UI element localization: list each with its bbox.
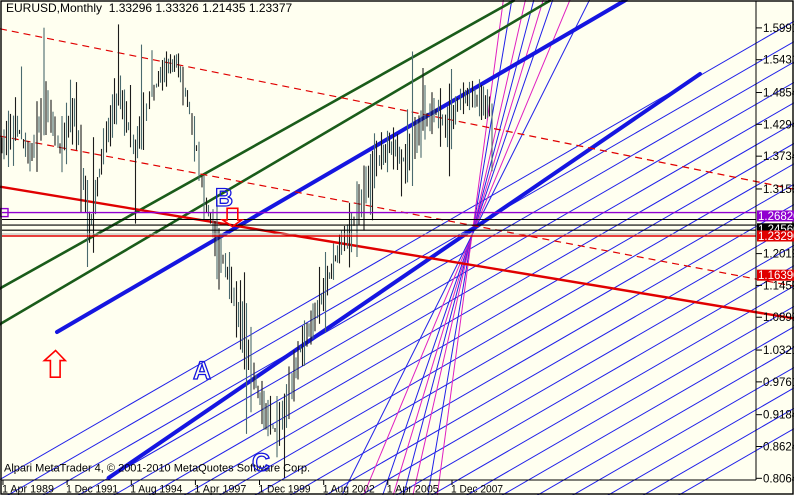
svg-text:1 Dec 1999: 1 Dec 1999 xyxy=(259,484,311,495)
svg-text:1.42940: 1.42940 xyxy=(763,119,794,131)
svg-text:A: A xyxy=(193,357,211,385)
svg-text:1.20190: 1.20190 xyxy=(763,249,794,261)
svg-text:1.26820: 1.26820 xyxy=(758,211,794,223)
svg-text:0.97615: 0.97615 xyxy=(763,377,794,389)
svg-text:1.03215: 1.03215 xyxy=(763,345,794,357)
svg-text:0.91840: 0.91840 xyxy=(763,410,794,422)
svg-text:1 Apr 2005: 1 Apr 2005 xyxy=(387,484,439,495)
svg-text:1 Dec 1991: 1 Dec 1991 xyxy=(66,484,118,495)
svg-text:1 Aug 2002: 1 Aug 2002 xyxy=(323,484,375,495)
svg-text:1.54315: 1.54315 xyxy=(763,55,794,67)
svg-text:1 Aug 1994: 1 Aug 1994 xyxy=(130,484,182,495)
svg-text:0.80640: 0.80640 xyxy=(763,473,794,485)
svg-text:1.23290: 1.23290 xyxy=(758,231,794,243)
svg-text:1 Dec 2007: 1 Dec 2007 xyxy=(451,484,503,495)
svg-text:1.37340: 1.37340 xyxy=(763,151,794,163)
svg-text:1.59915: 1.59915 xyxy=(763,23,794,35)
svg-text:1.31565: 1.31565 xyxy=(763,184,794,196)
svg-text:1.16390: 1.16390 xyxy=(758,270,794,282)
svg-text:0.86240: 0.86240 xyxy=(763,442,794,454)
svg-text:1.14590: 1.14590 xyxy=(763,280,794,292)
svg-text:1 Apr 1989: 1 Apr 1989 xyxy=(2,484,54,495)
svg-text:C: C xyxy=(252,449,270,477)
svg-text:EURUSD,Monthly 1.33296 1.3332: EURUSD,Monthly 1.33296 1.33326 1.21435 1… xyxy=(6,1,293,15)
svg-text:1.48540: 1.48540 xyxy=(763,88,794,100)
svg-text:1.08990: 1.08990 xyxy=(763,312,794,324)
svg-text:1 Apr 1997: 1 Apr 1997 xyxy=(194,484,246,495)
